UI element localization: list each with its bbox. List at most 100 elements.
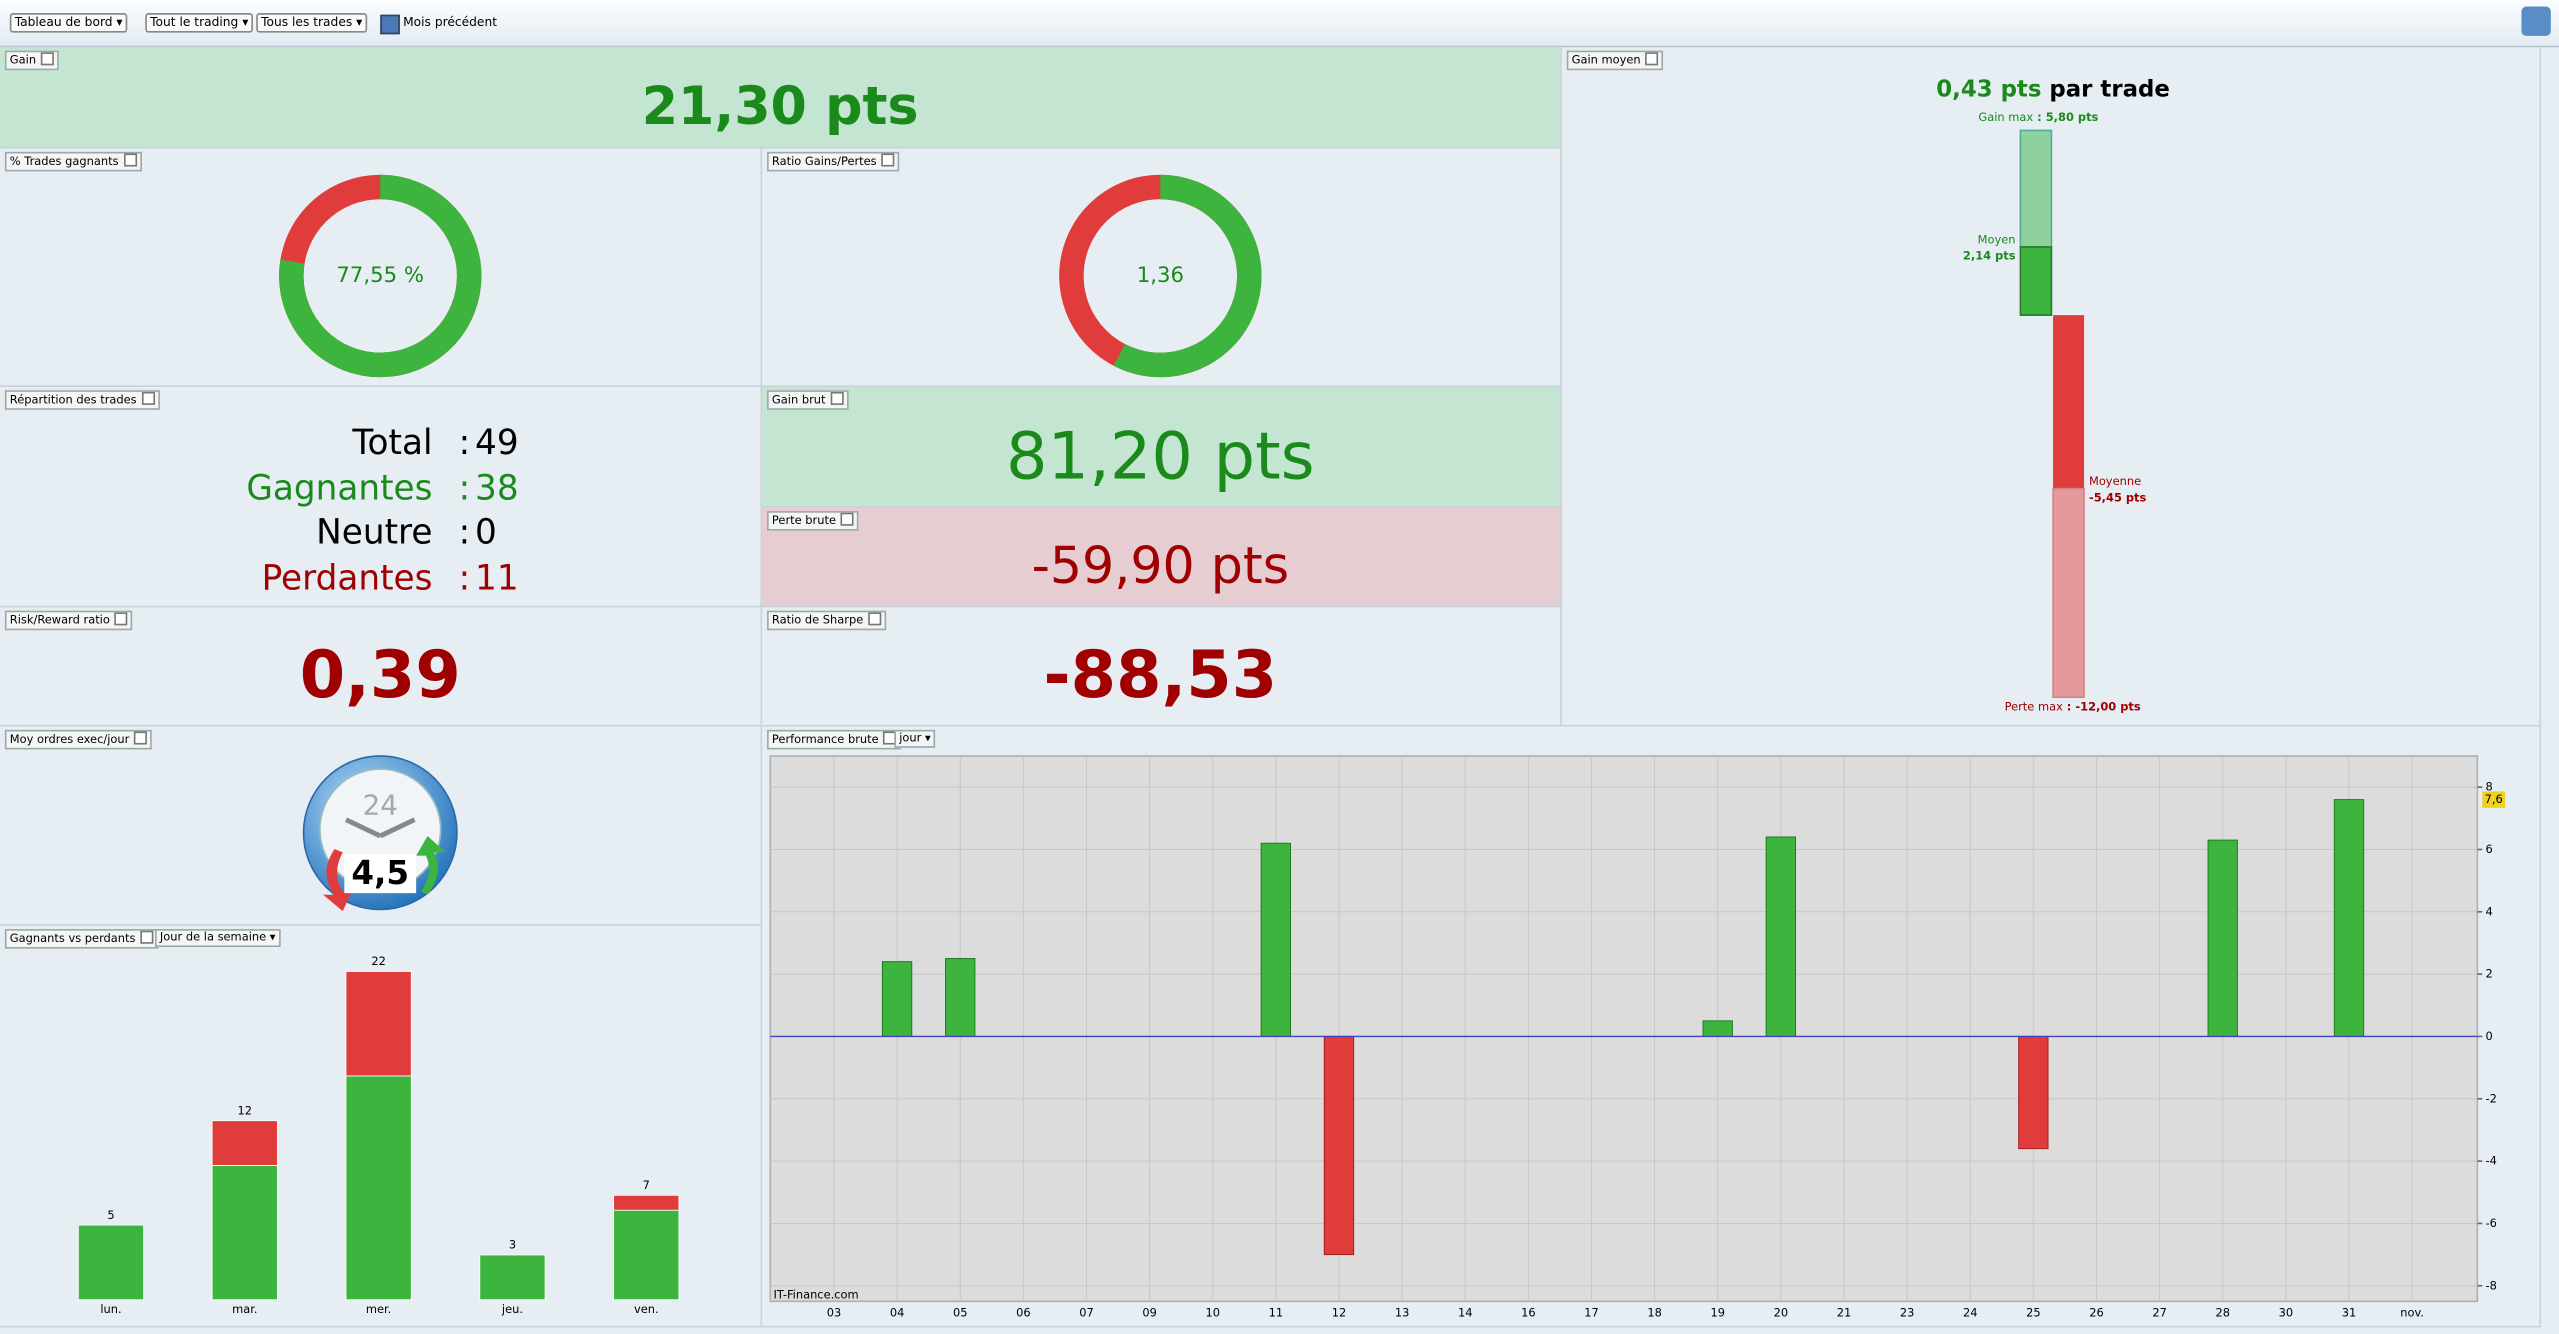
panel-tab[interactable]: Répartition des trades bbox=[4, 390, 160, 410]
sharpe-panel: Ratio de Sharpe -88,53 bbox=[762, 607, 1562, 727]
repartition-panel: Répartition des trades Total 49 Gagnantes 3… bbox=[0, 386, 763, 608]
orders-value: 4,5 bbox=[351, 854, 409, 892]
x-tick-label: lun. bbox=[100, 1302, 121, 1316]
x-tick-label: 09 bbox=[1142, 1305, 1157, 1319]
panel-tab[interactable]: Ratio de Sharpe bbox=[767, 610, 887, 631]
bar-segment bbox=[211, 1120, 278, 1166]
bar bbox=[1323, 1035, 1355, 1256]
scope-menu[interactable]: Tout le trading bbox=[145, 13, 254, 33]
x-tick-label: 23 bbox=[1900, 1305, 1915, 1319]
plot-area bbox=[769, 755, 2479, 1303]
dashboard-menu[interactable]: Tableau de bord bbox=[9, 13, 128, 33]
bar-max-gain bbox=[2019, 129, 2053, 248]
bar-segment bbox=[211, 1165, 278, 1301]
gain-brut-value: 81,20 pts bbox=[1006, 419, 1315, 495]
risk-reward-value: 0,39 bbox=[299, 638, 461, 714]
panel-tab[interactable]: Perte brute bbox=[767, 511, 859, 531]
panel-tab[interactable]: Gagnants vs perdants bbox=[4, 929, 159, 949]
y-tick-label: -6 bbox=[2486, 1216, 2497, 1230]
trades-menu[interactable]: Tous les trades bbox=[256, 13, 368, 33]
headline-value: 0,43 pts bbox=[1936, 76, 2042, 103]
x-tick-label: 04 bbox=[890, 1305, 905, 1319]
x-tick-label: 12 bbox=[1332, 1305, 1347, 1319]
toolbar: Tableau de bord Tout le trading Tous les… bbox=[0, 0, 2559, 48]
y-tick-label: 0 bbox=[2486, 1029, 2493, 1043]
panel-tab[interactable]: Risk/Reward ratio bbox=[4, 610, 133, 631]
avg-loss-value: -5,45 pts bbox=[2088, 491, 2147, 505]
x-tick-label: 26 bbox=[2089, 1305, 2104, 1319]
y-tick-label: 6 bbox=[2486, 842, 2493, 856]
bar-segment bbox=[345, 1075, 412, 1301]
avg-gain-label: Moyen bbox=[1977, 233, 2016, 247]
x-tick-label: 11 bbox=[1269, 1305, 1284, 1319]
bar bbox=[1765, 836, 1797, 1037]
x-tick-label: 07 bbox=[1079, 1305, 1094, 1319]
x-tick-label: 17 bbox=[1584, 1305, 1599, 1319]
row-value: 0 bbox=[459, 513, 497, 552]
total-label: 5 bbox=[107, 1208, 114, 1222]
panel-tab[interactable]: Ratio Gains/Pertes bbox=[767, 151, 900, 172]
sharpe-value: -88,53 bbox=[1043, 638, 1278, 714]
gain-max-label: Gain max bbox=[1978, 111, 2034, 125]
gain-value: 21,30 pts bbox=[641, 75, 919, 138]
perte-brute-panel: Perte brute -59,90 pts bbox=[762, 507, 1562, 608]
calendar-icon[interactable] bbox=[380, 14, 400, 35]
x-tick-label: 18 bbox=[1647, 1305, 1662, 1319]
bar-segment bbox=[613, 1194, 680, 1211]
x-tick-label: 21 bbox=[1837, 1305, 1852, 1319]
x-tick-label: 31 bbox=[2342, 1305, 2357, 1319]
panel-tab[interactable]: Moy ordres exec/jour bbox=[4, 729, 153, 750]
row-name: Neutre bbox=[316, 512, 433, 552]
value-box bbox=[344, 853, 417, 894]
avg-loss-caption: Moyenne -5,45 pts bbox=[2089, 474, 2146, 507]
y-tick-label: 2 bbox=[2486, 967, 2493, 981]
row-value: 49 bbox=[459, 423, 519, 462]
panel-tab[interactable]: Gain brut bbox=[767, 390, 849, 410]
bar bbox=[2018, 1035, 2049, 1150]
clock-hand bbox=[344, 817, 382, 839]
bar-avg-loss bbox=[2053, 315, 2085, 489]
x-tick-label: mer. bbox=[366, 1302, 391, 1316]
gain-max-caption: Gain max5,80 pts bbox=[1978, 111, 2098, 124]
panel-tab[interactable]: Gain moyen bbox=[1566, 50, 1664, 71]
app-icon[interactable] bbox=[2521, 6, 2551, 36]
donut-label: 77,55 % bbox=[336, 263, 424, 288]
gain-panel: Gain 21,30 pts bbox=[0, 47, 1562, 149]
x-tick-label: mar. bbox=[232, 1302, 257, 1316]
avg-gain-caption: Moyen 2,14 pts bbox=[1963, 232, 2016, 265]
perte-brute-value: -59,90 pts bbox=[1031, 537, 1290, 596]
headline-suffix: par trade bbox=[2049, 76, 2170, 103]
row-name: Perdantes bbox=[261, 557, 433, 597]
row-value: 38 bbox=[459, 468, 519, 507]
total-label: 22 bbox=[371, 954, 386, 968]
x-tick-label: 24 bbox=[1963, 1305, 1978, 1319]
total-label: 12 bbox=[238, 1103, 253, 1117]
grouping-dropdown[interactable]: Jour de la semaine bbox=[155, 929, 281, 948]
donut-label: 1,36 bbox=[1137, 263, 1184, 288]
x-tick-label: 05 bbox=[953, 1305, 968, 1319]
x-tick-label: 19 bbox=[1710, 1305, 1725, 1319]
period-button[interactable]: Mois précédent bbox=[403, 14, 498, 30]
clock-hand bbox=[379, 817, 416, 839]
bar-segment bbox=[345, 971, 412, 1077]
row-value: 11 bbox=[459, 558, 519, 597]
x-tick-label: 06 bbox=[1016, 1305, 1031, 1319]
gain-max-value: 5,80 pts bbox=[2033, 111, 2098, 124]
bar-avg-gain bbox=[2019, 246, 2053, 316]
bar-max-loss bbox=[2052, 487, 2085, 699]
bar bbox=[881, 961, 913, 1037]
watermark: IT-Finance.com bbox=[774, 1287, 859, 1301]
arrow-down bbox=[323, 849, 353, 912]
panel-tab[interactable]: Gain bbox=[4, 50, 59, 71]
gain-brut-panel: Gain brut 81,20 pts bbox=[762, 386, 1562, 508]
risk-reward-panel: Risk/Reward ratio 0,39 bbox=[0, 607, 763, 727]
bar bbox=[1260, 842, 1292, 1037]
x-tick-label: 14 bbox=[1458, 1305, 1473, 1319]
y-tick-label: -4 bbox=[2486, 1154, 2497, 1168]
panel-tab[interactable]: % Trades gagnants bbox=[4, 151, 142, 172]
period-dropdown[interactable]: jour bbox=[894, 729, 936, 748]
max-loss-label: Perte max bbox=[2004, 700, 2063, 714]
x-tick-label: 20 bbox=[1774, 1305, 1789, 1319]
